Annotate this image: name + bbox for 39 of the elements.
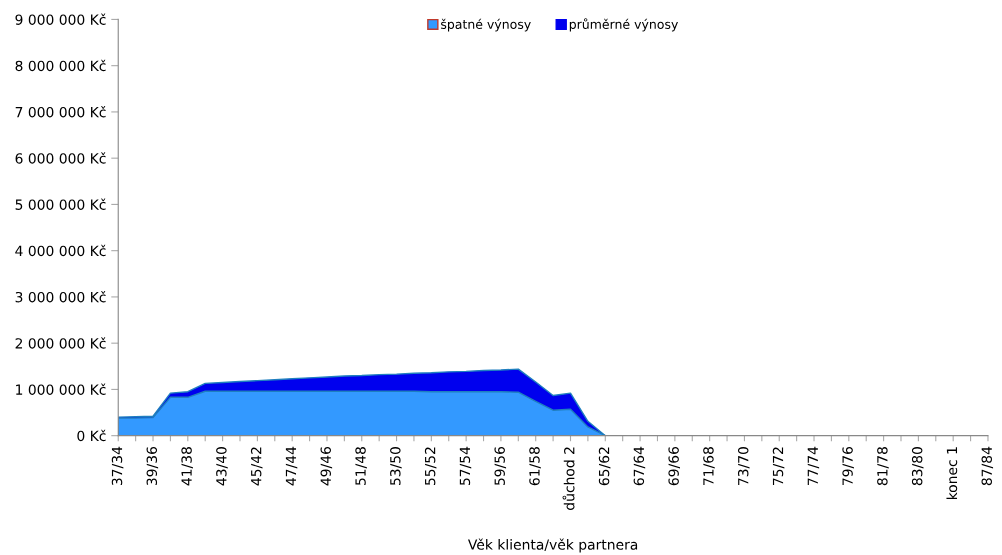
x-tick-label: 39/36: [146, 446, 159, 486]
x-tick-label: 45/42: [250, 447, 263, 486]
y-tick-label: 6 000 000 Kč: [15, 152, 106, 164]
x-tick-label: 37/34: [111, 446, 124, 486]
x-tick-label: 87/84: [981, 446, 994, 486]
x-tick-label: 41/38: [181, 447, 193, 486]
x-axis-title: Věk klienta/věk partnera: [467, 538, 638, 553]
x-tick-label: 71/68: [703, 447, 715, 485]
y-tick-label: 0 Kč: [77, 429, 106, 442]
x-tick-label: 69/66: [668, 446, 680, 486]
x-tick-label: 79/76: [842, 446, 854, 485]
x-tick-label: 57/54: [459, 446, 472, 486]
x-tick-label: 55/52: [424, 447, 437, 486]
y-tick-label: 2 000 000 Kč: [15, 337, 106, 349]
x-tick-label: 49/46: [320, 446, 333, 486]
y-tick-label: 3 000 000 Kč: [15, 291, 106, 303]
x-tick-label: 53/50: [390, 447, 402, 486]
x-tick-label: 65/62: [598, 447, 611, 486]
x-tick-label: 61/58: [529, 447, 541, 486]
x-tick-label: 47/44: [285, 446, 298, 486]
y-tick-label: 9 000 000 Kč: [15, 13, 106, 25]
x-tick-label: 51/48: [355, 447, 367, 486]
x-tick-label: 67/64: [633, 446, 646, 486]
x-tick-label: 83/80: [911, 447, 924, 486]
y-tick-label: 7 000 000 Kč: [15, 106, 106, 118]
legend-label: průměrné výnosy: [569, 18, 678, 32]
x-tick-label: 73/70: [737, 447, 750, 485]
x-tick-label: důchod 2: [562, 447, 575, 510]
y-tick-label: 1 000 000 Kč: [16, 383, 106, 395]
x-tick-label: konec 1: [946, 447, 958, 500]
x-tick-label: 43/40: [216, 447, 228, 486]
legend-label: špatné výnosy: [441, 18, 531, 32]
x-tick-label: 75/72: [772, 447, 785, 485]
y-tick-label: 8 000 000 Kč: [15, 59, 106, 72]
x-tick-label: 59/56: [494, 446, 507, 486]
y-tick-label: 5 000 000 Kč: [15, 198, 106, 210]
x-tick-label: 77/74: [807, 446, 820, 485]
y-tick-label: 4 000 000 Kč: [15, 244, 106, 257]
x-tick-label: 81/78: [877, 447, 889, 486]
